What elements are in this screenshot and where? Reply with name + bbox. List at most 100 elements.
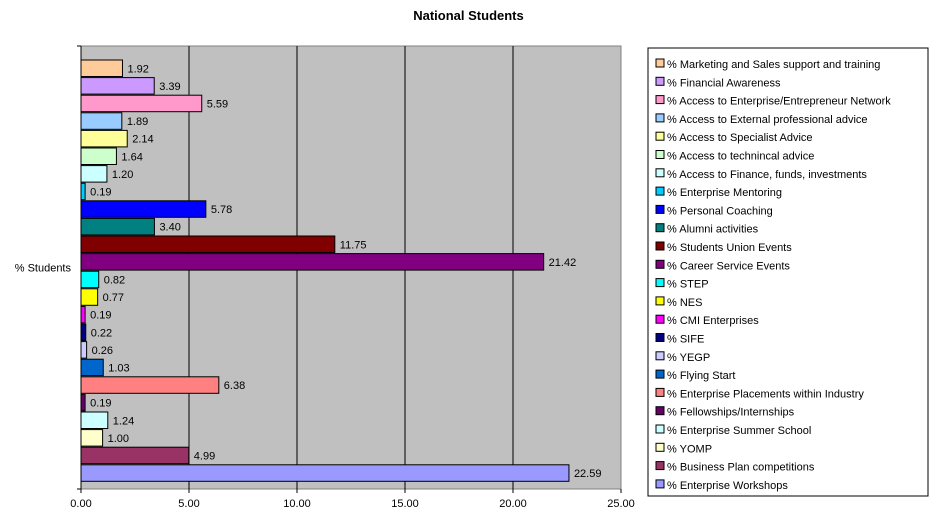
legend-swatch (655, 479, 665, 489)
legend-label: % Access to Specialist Advice (667, 132, 813, 144)
legend-label: % Students Union Events (667, 242, 792, 254)
x-tick-label: 20.00 (499, 498, 527, 510)
data-label: 0.82 (104, 274, 125, 286)
bar (80, 165, 108, 183)
legend-label: % YEGP (667, 352, 710, 364)
bar (80, 94, 203, 113)
data-label: 0.26 (92, 345, 113, 357)
x-tick-label: 25.00 (607, 498, 635, 510)
legend-label: % Career Service Events (667, 260, 790, 272)
bar (80, 464, 570, 482)
category-label: % Students (15, 263, 72, 275)
legend-swatch (655, 186, 665, 196)
data-label: 3.39 (159, 81, 180, 93)
legend-swatch (655, 113, 665, 123)
legend-swatch (655, 150, 665, 159)
legend-label: % Access to Finance, funds, investments (667, 169, 867, 181)
x-tick-label: 10.00 (283, 498, 311, 510)
legend-label: % Business Plan competitions (667, 462, 815, 474)
bar (80, 59, 123, 77)
legend-label: % Enterprise Mentoring (667, 187, 782, 199)
legend-swatch (655, 95, 665, 105)
data-label: 11.75 (340, 239, 367, 251)
legend-label: % Enterprise Placements within Industry (667, 388, 864, 400)
data-label: 21.42 (549, 257, 577, 269)
data-label: 6.38 (224, 380, 245, 392)
bar (80, 393, 86, 412)
legend-swatch (655, 333, 665, 342)
bar (80, 253, 545, 271)
bar (80, 270, 100, 289)
bar (80, 446, 190, 465)
legend-swatch (655, 223, 665, 233)
data-label: 0.19 (90, 186, 111, 198)
legend-swatch (655, 406, 665, 416)
x-tick-label: 0.00 (70, 498, 91, 510)
data-label: 5.78 (211, 204, 232, 216)
bar (80, 323, 87, 341)
legend-swatch (655, 278, 665, 288)
bar (80, 358, 104, 377)
legend-label: % Enterprise Summer School (667, 425, 811, 437)
bar (80, 112, 123, 130)
legend (647, 47, 929, 497)
data-label: 0.19 (90, 310, 111, 322)
bar (80, 376, 220, 394)
legend-swatch (655, 168, 665, 178)
data-label: 1.20 (112, 169, 133, 181)
data-label: 1.89 (127, 116, 148, 128)
legend-label: % SIFE (667, 334, 704, 346)
legend-label: % NES (667, 297, 702, 309)
bar (80, 341, 88, 359)
legend-label: % STEP (667, 279, 709, 291)
legend-label: % Access to technincal advice (667, 151, 814, 163)
legend-swatch (655, 369, 665, 379)
legend-swatch (655, 131, 665, 141)
legend-swatch (655, 259, 665, 269)
bar (80, 129, 128, 148)
x-tick-label: 15.00 (391, 498, 419, 510)
legend-swatch (655, 461, 665, 471)
legend-swatch (655, 424, 665, 434)
data-label: 1.03 (108, 362, 129, 374)
bar (80, 305, 86, 324)
data-label: 3.40 (159, 222, 180, 234)
legend-label: % Access to External professional advice (667, 114, 868, 126)
legend-swatch (655, 387, 665, 397)
data-label: 4.99 (194, 450, 215, 462)
data-label: 0.77 (103, 292, 124, 304)
legend-swatch (655, 314, 665, 324)
bar (80, 217, 155, 236)
data-label: 1.92 (127, 63, 148, 75)
bar (80, 411, 109, 429)
legend-label: % Enterprise Workshops (667, 480, 788, 492)
legend-label: % Financial Awareness (667, 77, 781, 89)
x-tick-label: 5.00 (178, 498, 199, 510)
legend-swatch (655, 76, 665, 86)
legend-swatch (655, 204, 665, 214)
data-label: 0.22 (91, 327, 112, 339)
bar (80, 147, 117, 165)
legend-swatch (655, 241, 665, 251)
legend-label: % Marketing and Sales support and traini… (667, 59, 880, 71)
legend-label: % Alumni activities (667, 224, 759, 236)
legend-label: % YOMP (667, 443, 712, 455)
legend-swatch (655, 351, 665, 361)
bar (80, 235, 336, 253)
chart-title: National Students (413, 8, 524, 23)
data-label: 5.59 (207, 98, 228, 110)
legend-label: % CMI Enterprises (667, 315, 759, 327)
bar (80, 429, 104, 447)
data-label: 0.19 (90, 398, 111, 410)
data-label: 2.14 (132, 134, 153, 146)
legend-label: % Flying Start (667, 370, 735, 382)
bar (80, 288, 99, 306)
data-label: 22.59 (574, 468, 602, 480)
data-label: 1.24 (113, 415, 134, 427)
bar (80, 182, 86, 201)
legend-label: % Fellowships/Internships (667, 407, 795, 419)
data-label: 1.00 (108, 433, 129, 445)
legend-label: % Access to Enterprise/Entrepreneur Netw… (667, 96, 891, 108)
legend-swatch (655, 442, 665, 452)
